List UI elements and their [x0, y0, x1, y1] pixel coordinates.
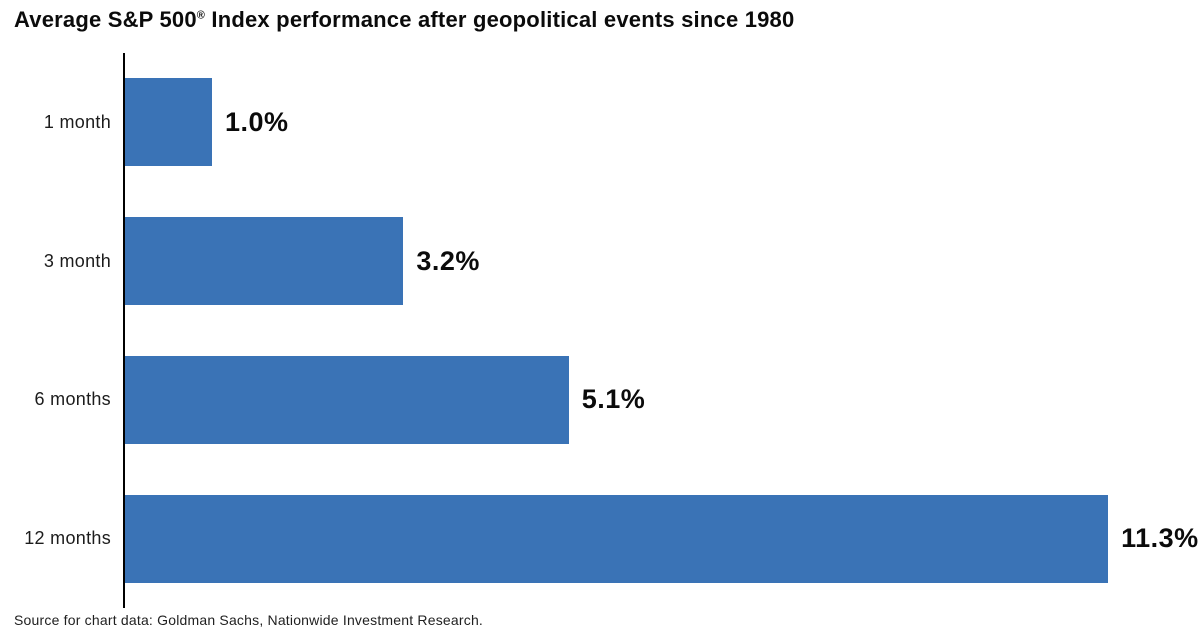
page-title: Average S&P 500® Index performance after… — [14, 7, 794, 33]
bar — [125, 217, 404, 306]
category-label: 3 month — [43, 250, 111, 271]
registered-trademark-symbol: ® — [196, 9, 206, 22]
value-label: 3.2% — [416, 245, 480, 276]
bar — [125, 78, 212, 167]
title-text-prefix: Average S&P 500 — [14, 7, 197, 32]
title-text-suffix: Index performance after geopolitical eve… — [205, 7, 795, 32]
category-label: 12 months — [24, 528, 111, 549]
bar-row: 1 month 1.0% — [0, 53, 1200, 192]
y-axis-line — [123, 53, 125, 608]
bar — [125, 494, 1109, 583]
chart-rows: 1 month 1.0% 3 month 3.2% 6 months 5.1% 12 mon… — [0, 53, 1200, 608]
value-label: 5.1% — [581, 384, 646, 415]
bar-chart: 1 month 1.0% 3 month 3.2% 6 months 5.1% 12 mon… — [0, 53, 1200, 608]
bar-row: 3 month 3.2% — [0, 192, 1200, 331]
bar — [125, 355, 569, 444]
value-label: 1.0% — [225, 106, 289, 137]
category-label: 6 months — [34, 389, 111, 410]
category-label: 1 month — [43, 111, 111, 132]
bar-row: 6 months 5.1% — [0, 331, 1200, 470]
bar-row: 12 months 11.3% — [0, 469, 1200, 608]
source-note: Source for chart data: Goldman Sachs, Na… — [14, 612, 484, 628]
value-label: 11.3% — [1121, 523, 1199, 554]
